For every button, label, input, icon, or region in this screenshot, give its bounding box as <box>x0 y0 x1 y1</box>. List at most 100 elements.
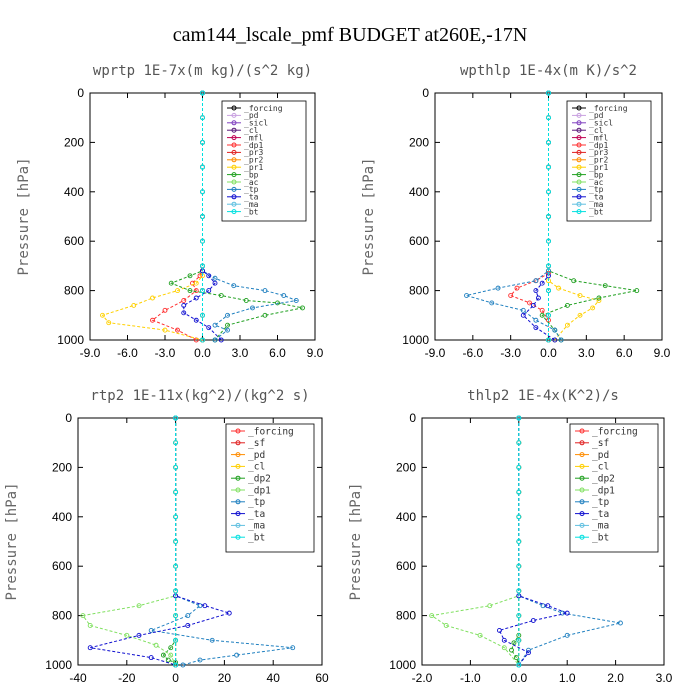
legend-entry: _bp <box>589 170 604 179</box>
data-point <box>520 312 526 318</box>
y-tick-label: 800 <box>64 284 84 298</box>
legend-marker <box>235 499 241 505</box>
data-point <box>590 305 596 311</box>
data-point <box>546 312 551 318</box>
legend-marker <box>579 511 585 517</box>
data-point <box>533 325 539 331</box>
data-point <box>501 645 507 651</box>
legend-marker <box>231 186 237 192</box>
data-point <box>187 273 193 279</box>
legend-entry: _ac <box>244 178 259 187</box>
data-point <box>564 610 570 616</box>
data-point <box>231 283 237 289</box>
data-point <box>200 263 205 269</box>
data-point <box>559 610 565 616</box>
data-point <box>200 214 205 219</box>
data-point <box>520 307 526 313</box>
y-tick-label: 0 <box>409 411 416 425</box>
legend-marker <box>231 149 237 155</box>
data-point <box>546 337 551 343</box>
y-tick-label: 1000 <box>402 333 429 347</box>
data-point <box>173 637 179 643</box>
legend-entry: _dp2 <box>592 474 615 485</box>
legend-marker <box>235 522 241 528</box>
data-point <box>539 312 545 318</box>
series-line-dp1 <box>82 418 177 666</box>
data-point <box>443 623 449 628</box>
legend-entry: _bt <box>592 533 609 544</box>
data-point <box>275 300 280 306</box>
y-tick-label: 1000 <box>57 333 84 347</box>
data-point <box>508 293 514 298</box>
data-point <box>185 623 191 628</box>
data-point <box>200 115 205 121</box>
data-point <box>546 164 551 170</box>
legend-entry: _ta <box>244 193 259 202</box>
legend-marker <box>231 164 237 170</box>
data-point <box>281 293 287 298</box>
data-point <box>148 655 154 661</box>
legend-marker <box>579 463 585 469</box>
x-tick-label: 40 <box>267 671 281 685</box>
data-point <box>212 322 218 328</box>
legend-marker <box>231 135 237 141</box>
legend-marker <box>576 149 582 155</box>
data-point <box>212 280 218 286</box>
data-point <box>173 440 179 446</box>
data-point <box>173 415 179 421</box>
data-point <box>200 90 205 96</box>
panel-title: thlp2 1E-4x(K^2)/s <box>467 388 619 404</box>
data-point <box>514 285 520 291</box>
y-axis-label: Pressure [hPa] <box>348 482 364 600</box>
data-point <box>558 337 564 343</box>
legend-box <box>569 423 659 553</box>
data-point <box>225 327 230 333</box>
data-point <box>136 632 142 638</box>
plot-frame <box>421 417 665 666</box>
legend-marker <box>231 142 237 148</box>
legend-marker <box>576 194 582 200</box>
data-point <box>546 90 551 96</box>
legend-entry: _cl <box>592 462 609 473</box>
legend-entry: _pr1 <box>244 163 263 172</box>
data-point <box>546 115 551 121</box>
data-point <box>212 337 218 343</box>
x-tick-label: 0.0 <box>194 346 211 360</box>
data-point <box>225 312 230 318</box>
legend-marker <box>579 428 585 434</box>
data-point <box>564 322 570 328</box>
legend-marker <box>235 452 241 458</box>
y-tick-label: 400 <box>409 185 429 199</box>
data-point <box>487 603 493 609</box>
data-point <box>464 293 469 298</box>
y-tick-label: 600 <box>52 559 72 573</box>
data-point <box>206 288 212 294</box>
data-point <box>218 293 224 298</box>
data-point <box>87 623 93 628</box>
data-point <box>530 302 536 308</box>
data-point <box>516 539 522 544</box>
data-point <box>617 620 623 626</box>
legend-entry: _dp2 <box>248 474 271 485</box>
legend-entry: _ta <box>592 509 609 520</box>
series-line-dp1 <box>509 93 549 340</box>
legend-marker <box>231 209 237 215</box>
legend-entry: _cl <box>244 126 259 135</box>
legend-marker <box>235 463 241 469</box>
y-tick-label: 200 <box>409 135 429 149</box>
data-point <box>200 139 205 145</box>
legend-entry: _bt <box>248 533 265 544</box>
data-point <box>556 285 562 291</box>
legend-marker <box>576 164 582 170</box>
data-point <box>545 603 551 609</box>
x-tick-label: -40 <box>69 671 87 685</box>
data-point <box>200 238 205 244</box>
legend-marker <box>235 475 241 481</box>
legend-entry: _sicl <box>589 119 613 128</box>
data-point <box>546 238 551 244</box>
data-point <box>173 613 179 619</box>
legend-entry: _pr2 <box>589 156 608 165</box>
data-point <box>209 637 215 643</box>
legend-marker <box>235 428 241 434</box>
data-point <box>173 662 179 668</box>
